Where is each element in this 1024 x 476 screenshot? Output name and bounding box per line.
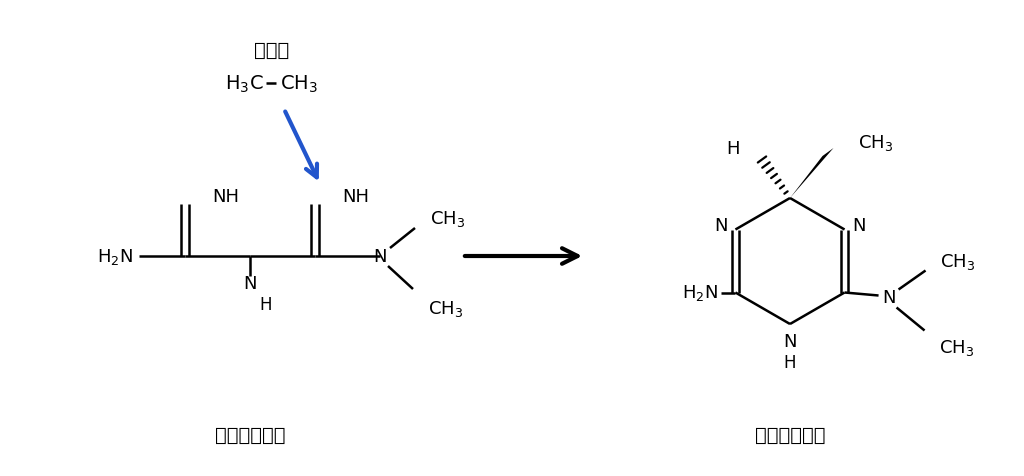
Text: N: N bbox=[715, 217, 728, 235]
Text: エタン: エタン bbox=[254, 40, 290, 60]
Text: N: N bbox=[783, 332, 797, 350]
Polygon shape bbox=[790, 149, 834, 198]
Text: H: H bbox=[726, 140, 740, 158]
Text: $\mathrm{CH_3}$: $\mathrm{CH_3}$ bbox=[280, 73, 318, 94]
Text: N: N bbox=[244, 275, 257, 292]
Text: $\mathrm{CH_3}$: $\mathrm{CH_3}$ bbox=[428, 298, 463, 318]
Text: メトホルミン: メトホルミン bbox=[215, 425, 286, 444]
Text: $\mathrm{CH_3}$: $\mathrm{CH_3}$ bbox=[858, 133, 893, 153]
Text: $\mathrm{CH_3}$: $\mathrm{CH_3}$ bbox=[940, 251, 975, 271]
Text: N: N bbox=[374, 248, 387, 266]
Text: NH: NH bbox=[212, 188, 239, 206]
Text: N: N bbox=[882, 289, 895, 307]
Text: $\mathrm{H_2N}$: $\mathrm{H_2N}$ bbox=[97, 247, 133, 267]
Text: $\mathrm{CH_3}$: $\mathrm{CH_3}$ bbox=[430, 208, 465, 228]
Text: N: N bbox=[852, 217, 865, 235]
Text: イメグリミン: イメグリミン bbox=[755, 425, 825, 444]
Text: H: H bbox=[783, 353, 797, 371]
Text: $\mathrm{H_3C}$: $\mathrm{H_3C}$ bbox=[225, 73, 264, 94]
Text: NH: NH bbox=[342, 188, 369, 206]
Text: H: H bbox=[260, 296, 272, 313]
Text: $\mathrm{CH_3}$: $\mathrm{CH_3}$ bbox=[939, 338, 974, 358]
Text: $\mathrm{H_2N}$: $\mathrm{H_2N}$ bbox=[682, 283, 718, 303]
